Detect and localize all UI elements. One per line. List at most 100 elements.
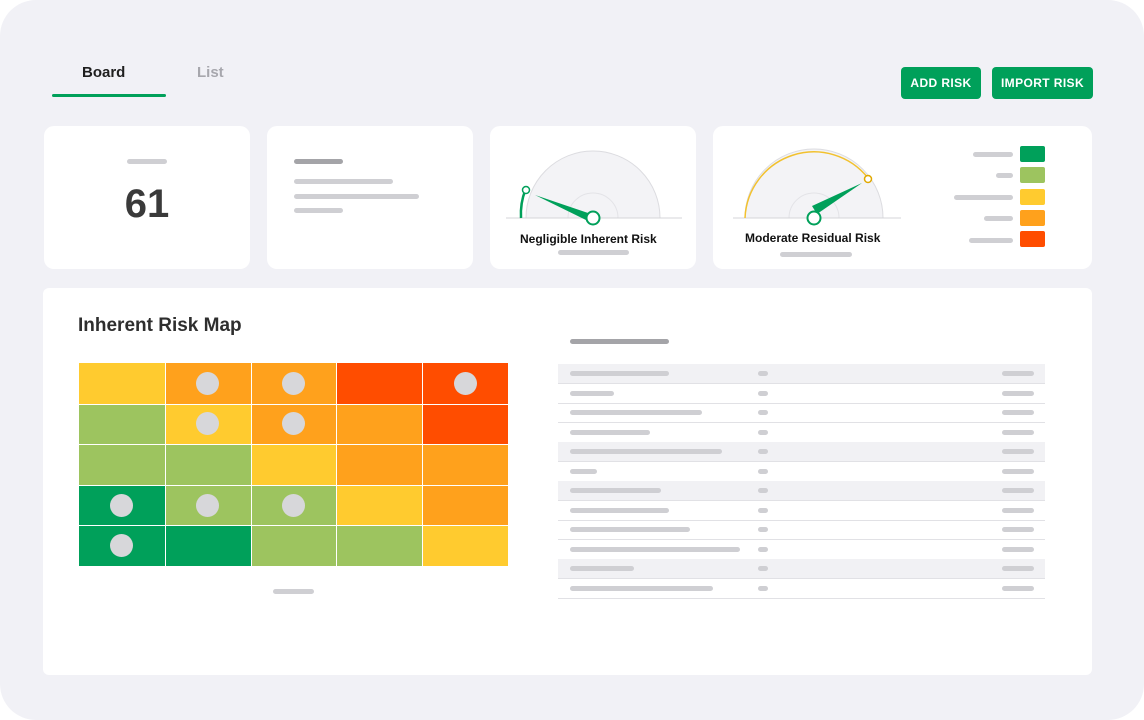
table-row[interactable] [558,559,1045,578]
table-cell-placeholder [758,546,768,552]
table-cell-placeholder [758,468,768,474]
tab-board[interactable]: Board [82,64,126,81]
heatmap-cell[interactable] [336,363,423,404]
table-cell-placeholder [570,527,690,532]
table-row[interactable] [558,442,1045,461]
table-row[interactable] [558,462,1045,481]
table-cell-placeholder [758,527,768,532]
residual-risk-gauge-card: Moderate Residual Risk [713,126,1092,269]
heatmap-cell[interactable] [164,444,251,485]
risk-marker[interactable] [110,493,134,517]
heatmap-cell[interactable] [250,444,337,485]
table-row-divider [558,402,1045,404]
summary-card [267,126,473,269]
heatmap-cell[interactable] [422,444,508,485]
heatmap-gridline [250,363,252,566]
risk-marker[interactable] [453,371,477,395]
heatmap-gridline [164,363,166,566]
heatmap-gridline [79,525,508,527]
table-cell-placeholder [758,390,768,396]
table-row[interactable] [558,364,1045,383]
risk-marker[interactable] [196,412,220,436]
legend-label-placeholder [973,152,1013,157]
active-tab-indicator [52,94,166,97]
heatmap-cell[interactable] [336,525,423,566]
heatmap-cell[interactable] [79,363,165,404]
heatmap-cell[interactable] [79,403,165,445]
table-cell-placeholder [758,507,768,513]
heatmap-gridline [422,363,424,566]
table-cell-placeholder [1002,507,1034,513]
gauge-pivot [806,210,822,226]
gauge-needle [535,195,591,221]
risk-marker[interactable] [196,493,220,517]
table-row-divider [558,422,1045,423]
table-row[interactable] [558,501,1045,520]
table-cell-placeholder [1002,566,1034,571]
tab-list[interactable]: List [197,64,224,81]
inherent-risk-gauge [506,150,682,226]
legend-label-placeholder [984,216,1013,221]
legend-swatch [1020,189,1045,205]
heatmap-cell[interactable] [422,403,508,445]
summary-title-placeholder [294,159,343,164]
table-row[interactable] [558,520,1045,539]
summary-line-placeholder [294,194,419,199]
table-row-divider [558,383,1045,384]
table-row[interactable] [558,540,1045,559]
table-row[interactable] [558,423,1045,442]
table-cell-placeholder [570,449,722,454]
heatmap-gridline [79,444,508,446]
table-cell-placeholder [570,371,669,376]
table-row-divider [558,539,1045,540]
table-cell-placeholder [1002,410,1034,415]
inherent-risk-gauge-card: Negligible Inherent Risk [490,126,696,269]
table-cell-placeholder [570,507,669,513]
kpi-label-placeholder [127,159,167,164]
risk-marker[interactable] [282,493,305,517]
table-cell-placeholder [758,410,768,415]
heatmap-cell[interactable] [79,444,165,485]
gauge-level-arc [744,151,869,219]
table-cell-placeholder [570,390,614,396]
gauge-inner-ring [788,192,840,219]
table-cell-placeholder [570,429,650,435]
table-row[interactable] [558,403,1045,422]
gauge-face [525,150,661,219]
heatmap-cell[interactable] [422,525,508,566]
table-row[interactable] [558,481,1045,500]
table-row-divider [558,519,1045,521]
summary-line-placeholder [294,208,343,213]
table-cell-placeholder [1002,527,1034,532]
table-cell-placeholder [570,410,702,415]
heatmap-cell[interactable] [422,484,508,526]
risk-marker[interactable] [282,412,305,436]
table-row-divider [558,500,1045,501]
add-risk-button[interactable]: ADD RISK [901,67,981,99]
legend-label-placeholder [996,173,1013,178]
table-cell-placeholder [758,488,768,493]
kpi-card: 61 [44,126,250,269]
gauge-needle [812,183,862,214]
risk-marker[interactable] [110,534,134,558]
import-risk-button[interactable]: IMPORT RISK [992,67,1093,99]
inherent-risk-label: Negligible Inherent Risk [520,232,657,246]
table-cell-placeholder [758,371,768,376]
heatmap-gridline [79,403,508,405]
heatmap-cell[interactable] [336,484,423,526]
gauge-pivot [585,210,601,226]
table-cell-placeholder [1002,429,1034,435]
table-cell-placeholder [1002,546,1034,552]
table-row[interactable] [558,579,1045,598]
heatmap-cell[interactable] [336,444,423,485]
table-cell-placeholder [570,566,634,571]
heatmap-cell[interactable] [336,403,423,445]
table-cell-placeholder [1002,585,1034,591]
table-row[interactable] [558,384,1045,403]
table-cell-placeholder [758,449,768,454]
heatmap-cell[interactable] [250,525,337,566]
risk-marker[interactable] [196,371,220,395]
gauge-caption-placeholder [558,250,629,255]
risk-marker[interactable] [282,371,305,395]
heatmap-cell[interactable] [164,525,251,566]
